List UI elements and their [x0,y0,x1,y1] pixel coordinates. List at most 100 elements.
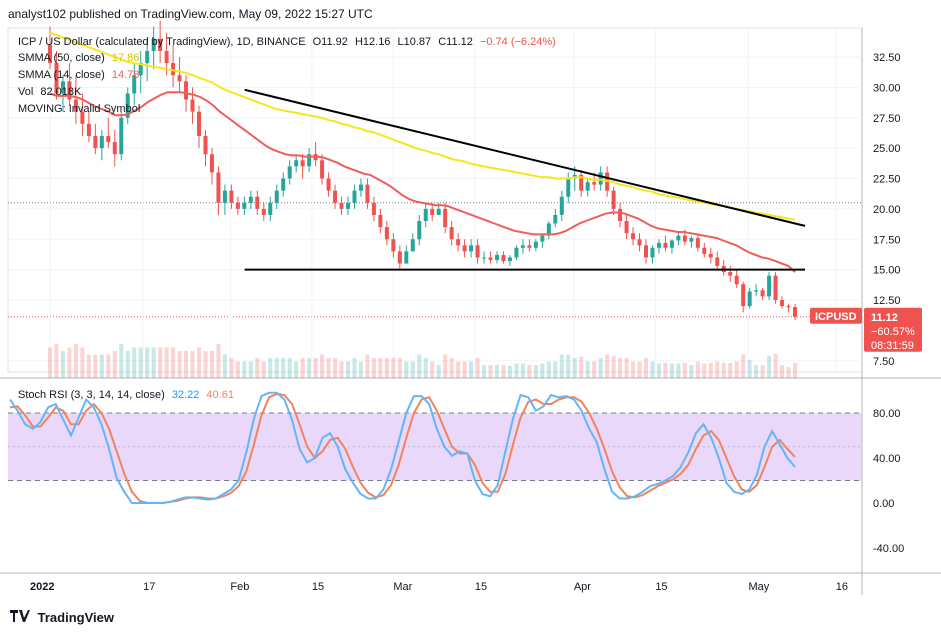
candle-body [449,227,454,240]
symbol-tag [810,307,862,324]
volume-bar [637,361,642,378]
smma50-label: SMMA (50, close) [18,52,105,64]
volume-bar [566,354,571,378]
candle-body [566,178,571,197]
main-pane-grid [0,27,941,595]
volume-bar [177,351,182,378]
volume-bar [663,362,668,378]
time-tick-label: 2022 [30,581,54,593]
smma14-value: 14.78 [111,69,140,81]
volume-bar [132,347,137,378]
volume-bar [507,365,512,378]
volume-bar [268,358,273,378]
volume-bar [60,351,65,378]
smma14-legend[interactable]: SMMA (14, close) 14.78 [18,69,139,81]
candle-body [475,245,480,258]
candle-body [443,208,448,228]
candle-body [333,190,338,203]
candle-body [501,255,506,262]
price-tick-label: 22.50 [873,174,901,186]
footer-brand[interactable]: TradingView [10,610,114,625]
badge-last-price: 11.12 [871,312,898,324]
price-tick-label: 20.00 [873,204,901,216]
moving-legend[interactable]: MOVING: Invalid Symbol [18,103,140,115]
candle-body [99,135,104,149]
candle-body [384,227,389,240]
volume-bar [371,358,376,378]
volume-bar [598,358,603,378]
volume-bar [754,365,759,378]
candle-body [410,239,415,252]
volume-bar [585,361,590,378]
candle-body [300,160,305,167]
ohlc-low: L10.87 [397,36,432,48]
candle-body [216,172,221,203]
stoch-pane [8,391,862,504]
candle-body [734,275,739,285]
volume-bar [618,358,623,378]
volume-bar [307,358,312,378]
candle-body [650,247,655,258]
candle-body [767,275,772,297]
volume-bar [417,354,422,378]
time-tick-label: May [748,581,769,593]
volume-bar [540,363,545,378]
badge-percent: −60.57% [871,326,915,338]
volume-bar [358,361,363,378]
volume-bar [592,361,597,378]
time-tick-label: Mar [393,581,412,593]
candle-body [644,245,648,258]
volume-bar [209,351,214,378]
volume-bar [281,358,286,378]
trendlines [244,88,806,271]
candle-body [80,111,85,124]
candle-body [222,190,227,203]
candle-body [631,233,636,240]
candle-body [294,160,299,167]
volume-legend[interactable]: Vol 82.018K [18,86,81,98]
volume-bar [501,365,506,378]
volume-bar [404,361,409,378]
candle-body [352,190,357,203]
volume-bar [384,358,389,378]
volume-value: 82.018K [40,86,82,98]
volume-bar [644,358,648,378]
volume-bar [780,365,785,378]
volume-bar [702,363,707,378]
volume-bar [119,344,124,378]
candle-body [93,135,98,149]
time-axis: 2022 17 Feb 15 Mar 15 Apr 15 May 16 [30,581,848,593]
candle-body [177,75,182,82]
volume-bar [391,358,396,378]
volume-bar [255,358,260,378]
volume-label: Vol [18,86,34,98]
stoch-legend[interactable]: Stoch RSI (3, 3, 14, 14, close) 32.22 40… [18,389,234,401]
candle-body [592,182,597,185]
time-tick-label: 15 [475,581,487,593]
stoch-k-line [9,391,796,504]
volume-bar [203,351,208,378]
candle-body [86,123,91,136]
candle-body [514,247,519,258]
volume-bar [184,351,189,378]
candle-body [171,63,176,76]
volume-bar [462,361,467,378]
smma50-line [49,31,796,221]
candle-body [60,81,65,94]
candle-body [715,257,720,266]
candle-body [287,166,292,179]
volume-bar [300,358,305,378]
volume-bar [682,362,687,378]
candle-body [469,245,474,252]
candle-body [145,50,150,64]
smma50-legend[interactable]: SMMA (50, close) 17.86 [18,52,139,64]
volume-bar [261,361,266,378]
volume-bar [430,361,435,378]
volume-bar [695,361,700,378]
candle-body [741,284,746,307]
volume-bar [469,361,474,378]
candle-body [371,202,376,215]
candle-body [197,111,201,136]
price-tick-label: 32.50 [873,52,901,64]
